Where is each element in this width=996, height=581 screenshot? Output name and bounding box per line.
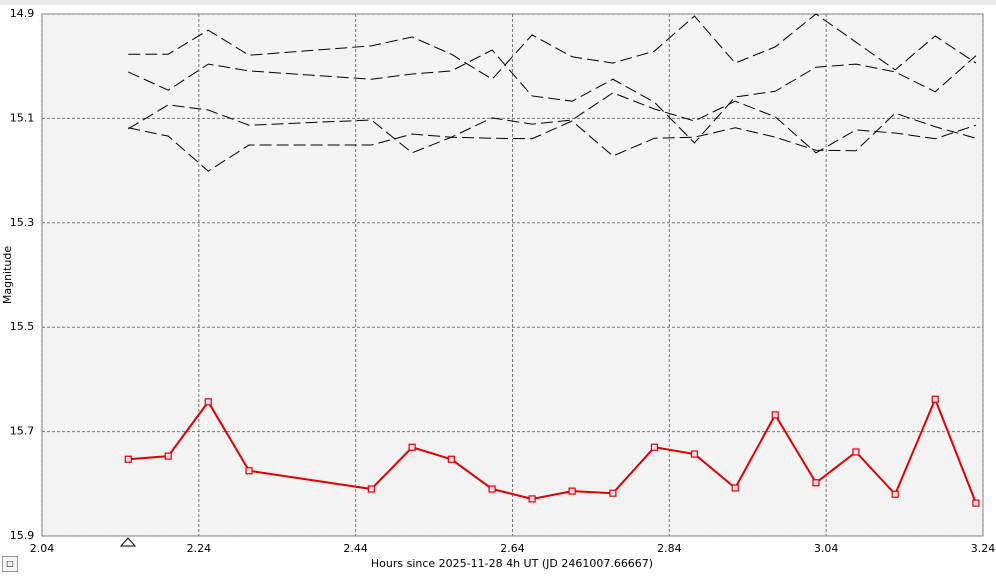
point-marker bbox=[447, 455, 455, 463]
series-line bbox=[128, 396, 977, 504]
point-marker bbox=[408, 443, 416, 451]
marker-triangle bbox=[119, 537, 137, 547]
y-tick-label: 15.9 bbox=[10, 529, 35, 542]
point-marker bbox=[528, 495, 536, 503]
point-marker bbox=[488, 485, 496, 493]
y-axis-label: Magnitude bbox=[1, 246, 14, 305]
point-marker bbox=[245, 467, 253, 475]
series-line bbox=[128, 92, 977, 154]
x-tick-label: 2.64 bbox=[500, 542, 525, 555]
toolbar-strip bbox=[0, 0, 996, 5]
x-tick-label: 3.24 bbox=[971, 542, 996, 555]
x-tick-label: 2.44 bbox=[343, 542, 368, 555]
x-tick-label: 2.04 bbox=[30, 542, 55, 555]
series-line bbox=[128, 112, 977, 172]
point-marker bbox=[812, 479, 820, 487]
point-marker bbox=[124, 455, 132, 463]
x-tick-label: 2.84 bbox=[657, 542, 682, 555]
y-tick-label: 15.1 bbox=[10, 111, 35, 124]
point-marker bbox=[609, 489, 617, 497]
point-marker bbox=[972, 499, 980, 507]
y-tick-label: 15.3 bbox=[10, 216, 35, 229]
point-marker bbox=[367, 485, 375, 493]
point-marker bbox=[891, 490, 899, 498]
point-marker bbox=[731, 484, 739, 492]
point-marker bbox=[771, 411, 779, 419]
point-marker bbox=[852, 448, 860, 456]
x-axis-label: Hours since 2025-11-28 4h UT (JD 2461007… bbox=[371, 557, 653, 570]
y-tick-label: 15.5 bbox=[10, 320, 35, 333]
point-marker bbox=[204, 398, 212, 406]
point-marker bbox=[931, 395, 939, 403]
toggle-button[interactable]: □ bbox=[2, 556, 18, 572]
series-line bbox=[128, 13, 977, 80]
series-line bbox=[128, 49, 977, 144]
point-marker bbox=[690, 450, 699, 458]
x-tick-label: 3.04 bbox=[814, 542, 839, 555]
point-marker bbox=[650, 443, 659, 451]
point-marker bbox=[164, 452, 172, 460]
y-tick-label: 14.9 bbox=[10, 7, 35, 20]
y-tick-label: 15.7 bbox=[10, 425, 35, 438]
point-marker bbox=[568, 487, 576, 495]
x-tick-label: 2.24 bbox=[187, 542, 212, 555]
